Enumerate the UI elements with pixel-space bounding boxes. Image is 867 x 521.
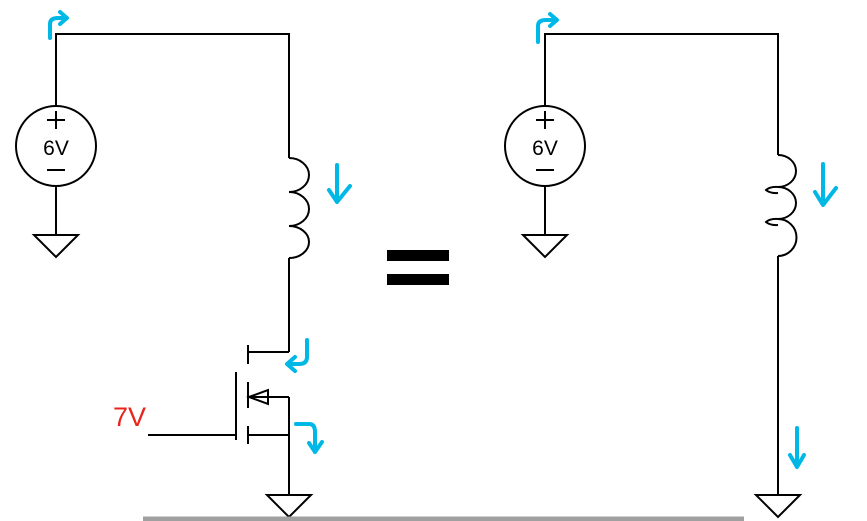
current-arrow-icon <box>285 338 309 373</box>
right-circuit: 6V <box>504 12 838 519</box>
left-source-label: 6V <box>43 137 69 160</box>
ground-icon <box>753 494 803 519</box>
inductor-icon <box>288 157 310 259</box>
gate-voltage-label: 7V <box>113 402 146 432</box>
nmos-transistor-icon <box>235 345 289 444</box>
voltage-source-icon <box>504 105 586 187</box>
current-arrow-icon <box>788 426 806 469</box>
equals-icon <box>387 250 449 285</box>
ground-icon <box>520 234 570 259</box>
left-voltage-source: 6V <box>15 105 97 187</box>
current-arrow-icon <box>294 422 324 454</box>
right-source-label: 6V <box>532 137 558 160</box>
ground-icon <box>264 494 314 519</box>
ground-icon <box>31 234 81 259</box>
current-arrow-icon <box>813 162 838 207</box>
inductor-icon <box>777 154 798 257</box>
left-circuit: 6V 7V <box>15 10 352 519</box>
right-voltage-source: 6V <box>504 105 586 187</box>
current-arrow-icon <box>48 10 69 40</box>
voltage-source-icon <box>15 105 97 187</box>
current-arrow-icon <box>536 12 559 44</box>
left-wires <box>55 33 290 495</box>
right-wires <box>544 33 779 495</box>
current-arrow-icon <box>327 163 352 204</box>
